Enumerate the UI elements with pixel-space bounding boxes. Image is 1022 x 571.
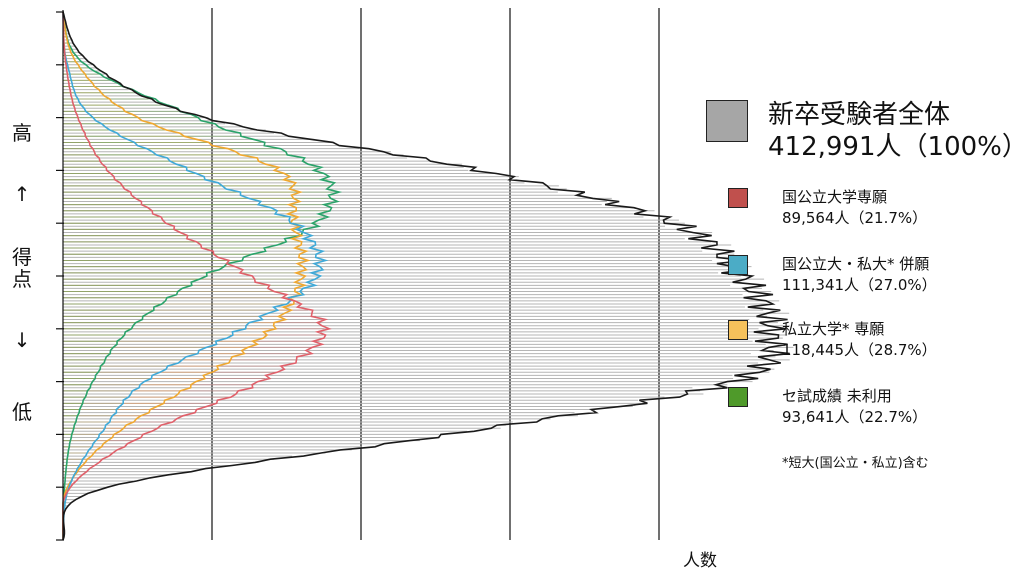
- series-line-both: [62, 11, 329, 541]
- series-line-private: [62, 11, 311, 541]
- y-label-high: 高: [12, 121, 32, 145]
- legend-label: 国公立大・私大* 併願: [782, 255, 930, 273]
- x-axis-label: 人数: [683, 551, 717, 571]
- legend-label: セ試成績 未利用: [782, 387, 892, 405]
- y-label-score: 得点: [12, 245, 32, 291]
- legend-value: 93,641人（22.7%）: [782, 408, 928, 426]
- legend-total-name: 新卒受験者全体: [768, 100, 951, 130]
- legend-value: 118,445人（28.7%）: [782, 341, 937, 359]
- y-label-up-arrow: ↑: [13, 182, 31, 206]
- y-label-low: 低: [12, 400, 32, 424]
- legend-total-count: 412,991人（100%）: [768, 132, 1022, 162]
- legend-swatch-total: [706, 100, 748, 142]
- series-line-national: [62, 11, 332, 541]
- legend-value: 89,564人（21.7%）: [782, 209, 928, 227]
- series-line-unused: [62, 11, 343, 540]
- legend-swatch-unused: [728, 387, 748, 407]
- legend-value: 111,341人（27.0%）: [782, 276, 937, 294]
- legend-label: 国公立大学専願: [782, 188, 888, 206]
- footnote: *短大(国公立・私立)含む: [782, 456, 929, 471]
- legend-label: 私立大学* 専願: [782, 320, 885, 338]
- legend-swatch-both: [728, 255, 748, 275]
- legend-swatch-national: [728, 188, 748, 208]
- legend-swatch-private: [728, 320, 748, 340]
- y-label-down-arrow: ↓: [13, 328, 31, 352]
- series-line-total: [62, 11, 790, 541]
